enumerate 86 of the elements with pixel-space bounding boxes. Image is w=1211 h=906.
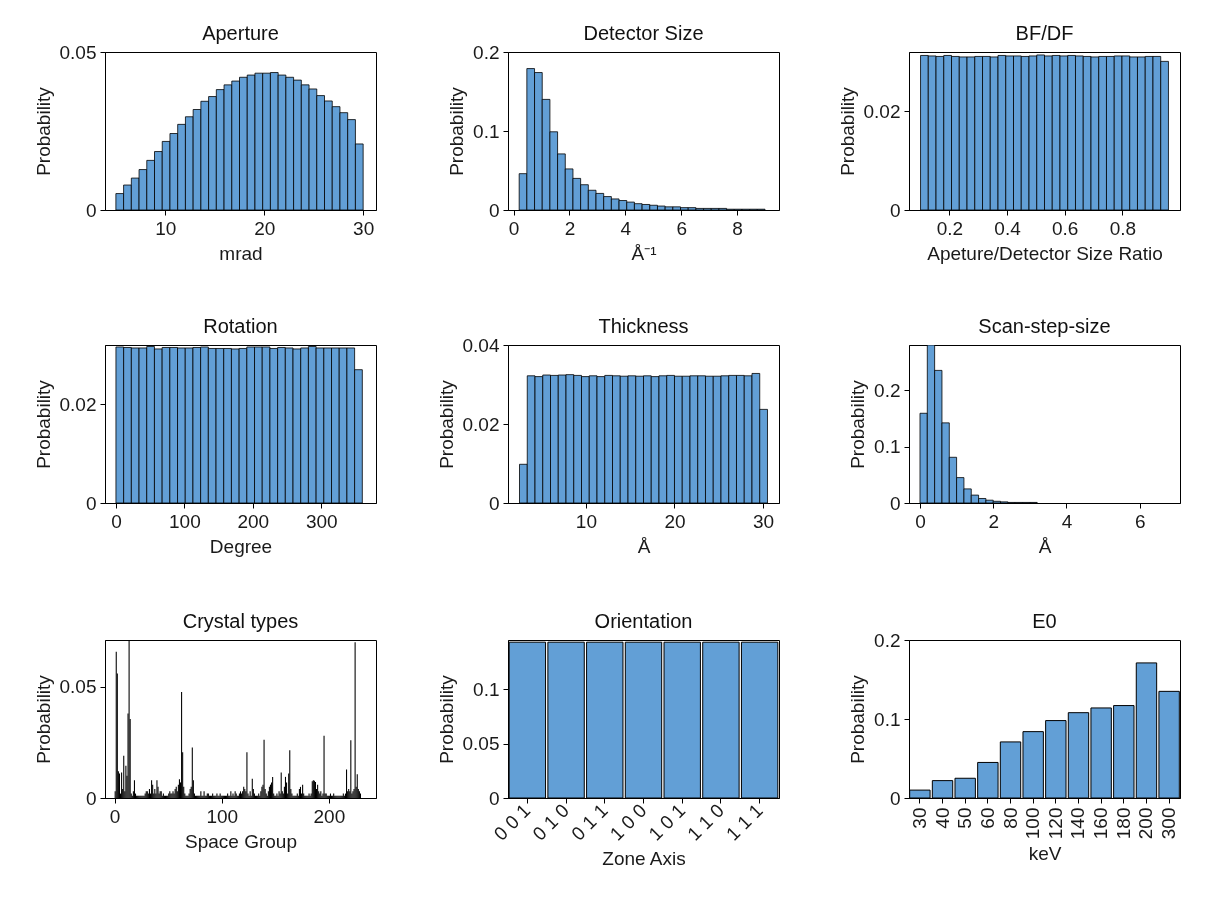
x-tick-label: 0.4: [994, 217, 1022, 239]
x-axis-title: Apeture/Detector Size Ratio: [927, 242, 1163, 264]
y-axis-title: Probability: [446, 86, 468, 176]
y-tick-label: 0: [889, 199, 901, 221]
x-tick-label: 0.8: [1109, 217, 1137, 239]
x-axis-title: Space Group: [185, 830, 297, 852]
chart-title: Detector Size: [582, 22, 705, 45]
x-tick-label: 60: [976, 807, 998, 829]
y-axis-title: Probability: [32, 86, 54, 176]
x-tick-label: 0.6: [1051, 217, 1079, 239]
chart-title: Scan-step-size: [977, 315, 1112, 338]
x-tick-label: 100: [1022, 807, 1044, 840]
x-tick-label: 200: [313, 805, 346, 827]
x-tick-label: 300: [305, 510, 338, 532]
y-tick-label: 0.02: [462, 413, 500, 435]
y-tick-label: 0: [488, 199, 500, 221]
y-axis-title: Probability: [435, 379, 457, 469]
x-tick-label: 6: [1134, 510, 1146, 532]
chart-title: E0: [1031, 610, 1058, 633]
x-tick-label: 0.2: [936, 217, 964, 239]
chart-title: Thickness: [597, 315, 690, 338]
x-tick-label: 6: [676, 217, 688, 239]
x-axis-title: Degree: [209, 535, 273, 557]
x-tick-label: 2: [988, 510, 1000, 532]
y-tick-label: 0.2: [473, 41, 500, 63]
y-axis-title: Probability: [435, 674, 457, 764]
y-tick-label: 0.05: [59, 41, 97, 63]
x-tick-label: 120: [1044, 807, 1066, 840]
x-tick-label: 300: [1158, 807, 1180, 840]
x-axis-title: mrad: [219, 242, 263, 264]
x-axis-title: Zone Axis: [602, 848, 686, 870]
y-tick-label: 0.05: [462, 733, 500, 755]
x-tick-label: 0: [915, 510, 926, 532]
chart-title: BF/DF: [1014, 22, 1075, 45]
y-axis-title: Probability: [847, 674, 869, 764]
y-tick-label: 0.02: [863, 100, 901, 122]
x-tick-label: 0 1 1: [567, 799, 612, 845]
y-tick-label: 0.1: [874, 708, 901, 730]
chart-title: Orientation: [593, 610, 694, 633]
y-tick-label: 0: [889, 492, 901, 514]
y-tick-label: 0.02: [59, 393, 97, 415]
y-tick-label: 0: [85, 492, 97, 514]
y-tick-label: 0.04: [462, 334, 500, 356]
y-axis-title: Probability: [836, 86, 858, 176]
x-tick-label: 100: [169, 510, 201, 532]
x-tick-label: 20: [664, 510, 686, 532]
x-tick-label: 20: [254, 217, 276, 239]
x-tick-label: 0: [508, 217, 520, 239]
x-tick-label: 50: [954, 807, 976, 829]
y-tick-label: 0: [488, 492, 500, 514]
x-axis-title: Å: [1038, 535, 1052, 557]
x-tick-label: 8: [732, 217, 743, 239]
x-tick-label: 0: [109, 805, 121, 827]
x-tick-label: 200: [1135, 807, 1157, 840]
x-tick-label: 10: [575, 510, 597, 532]
y-tick-label: 0.1: [874, 436, 901, 458]
x-axis-title: Å: [637, 535, 651, 557]
x-axis-title: keV: [1028, 843, 1062, 865]
chart-title: Rotation: [202, 315, 279, 338]
y-tick-label: 0: [85, 199, 97, 221]
x-axis-title: Å⁻¹: [631, 242, 657, 264]
x-tick-label: 4: [1061, 510, 1073, 532]
x-tick-label: 30: [353, 217, 375, 239]
x-tick-label: 160: [1090, 807, 1112, 840]
y-tick-label: 0.1: [473, 120, 500, 142]
x-tick-label: 180: [1112, 807, 1134, 840]
x-tick-label: 140: [1067, 807, 1089, 840]
x-tick-label: 30: [752, 510, 775, 532]
y-tick-label: 0.2: [874, 379, 901, 401]
y-axis-title: Probability: [847, 379, 869, 469]
y-tick-label: 0.1: [473, 678, 500, 700]
chart-title: Crystal types: [181, 610, 300, 633]
x-tick-label: 0: [111, 510, 122, 532]
chart-title: Aperture: [201, 22, 280, 45]
x-tick-label: 4: [620, 217, 632, 239]
x-tick-label: 30: [908, 807, 930, 829]
x-tick-label: 200: [237, 510, 270, 532]
y-axis-title: Probability: [32, 674, 54, 764]
y-tick-label: 0.2: [874, 629, 901, 651]
x-tick-label: 40: [931, 807, 953, 829]
y-axis-title: Probability: [32, 379, 54, 469]
x-tick-label: 100: [206, 805, 239, 827]
y-tick-label: 0.05: [59, 676, 97, 698]
x-tick-label: 10: [155, 217, 177, 239]
x-tick-label: 2: [564, 217, 576, 239]
x-tick-label: 80: [999, 807, 1021, 829]
